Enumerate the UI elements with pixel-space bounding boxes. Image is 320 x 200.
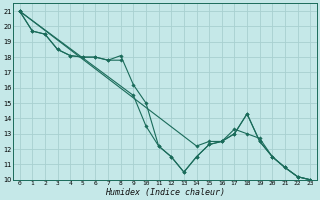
- X-axis label: Humidex (Indice chaleur): Humidex (Indice chaleur): [105, 188, 225, 197]
